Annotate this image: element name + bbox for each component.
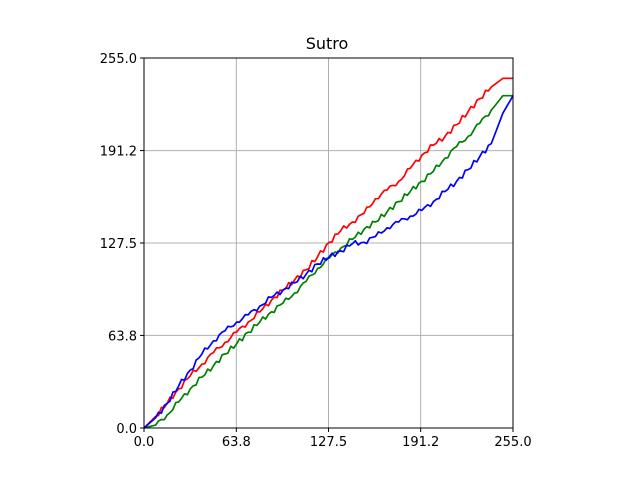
green-series-line [143,94,513,429]
x-tick-label: 63.8 [222,435,251,450]
y-tick-label: 255.0 [100,52,137,67]
axis-ticks: 0.0 63.8 127.5 191.2 255.0 0.0 63.8 127.5 191.2 2… [100,52,532,450]
y-tick-label: 63.8 [108,329,137,344]
series-layer [143,77,514,429]
y-tick-label: 191.2 [100,145,137,160]
x-tick-label: 255.0 [494,435,531,450]
x-tick-label: 127.5 [310,435,347,450]
y-tick-label: 0.0 [116,422,137,437]
blue-series-line [143,95,514,429]
y-tick-label: 127.5 [100,237,137,252]
red-series-line [143,77,513,429]
x-tick-label: 191.2 [402,435,439,450]
x-tick-label: 0.0 [134,435,155,450]
chart-title: Sutro [306,34,349,53]
